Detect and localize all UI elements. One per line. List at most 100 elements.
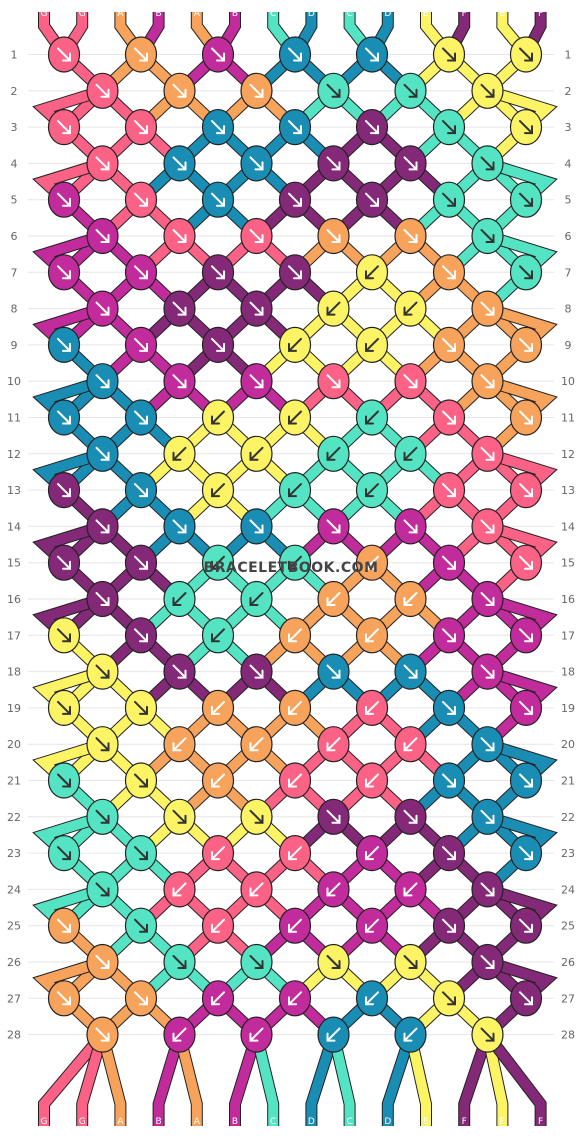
knot bbox=[47, 181, 81, 218]
knot bbox=[124, 326, 158, 363]
arrow-down-left-icon bbox=[172, 446, 187, 461]
arrow-down-right-icon bbox=[519, 47, 533, 62]
row-label-right: 28 bbox=[561, 1029, 575, 1042]
knot bbox=[86, 798, 119, 835]
bottom-stub bbox=[483, 1031, 546, 1126]
arrow-down-left-icon bbox=[211, 483, 225, 498]
arrow-down-right-icon bbox=[172, 156, 187, 171]
knot bbox=[317, 871, 350, 908]
knot bbox=[317, 726, 350, 763]
arrow-down-left-icon bbox=[288, 483, 302, 498]
bottom-string-label: F bbox=[462, 1117, 467, 1127]
arrow-down-right-icon bbox=[57, 192, 71, 207]
knot bbox=[163, 217, 196, 255]
knot bbox=[394, 145, 427, 182]
knot bbox=[278, 36, 312, 73]
knot bbox=[317, 798, 350, 835]
arrow-down-right-icon bbox=[95, 882, 110, 897]
knot bbox=[471, 290, 504, 327]
top-string-label: C bbox=[346, 9, 352, 19]
arrow-down-right-icon bbox=[134, 120, 148, 135]
bottom-string-label: D bbox=[308, 1117, 315, 1127]
arrow-down-left-icon bbox=[326, 592, 341, 606]
knot bbox=[240, 435, 273, 472]
row-label-left: 2 bbox=[11, 85, 18, 98]
knot bbox=[240, 653, 273, 690]
knot bbox=[201, 907, 235, 944]
arrow-down-left-icon bbox=[326, 882, 341, 897]
knot bbox=[471, 726, 504, 763]
arrow-down-right-icon bbox=[134, 773, 148, 788]
knot bbox=[124, 36, 158, 73]
knot bbox=[240, 726, 273, 763]
arrow-down-left-icon bbox=[249, 1027, 264, 1042]
knot bbox=[47, 36, 81, 73]
row-label-right: 9 bbox=[565, 339, 572, 352]
row-label-left: 14 bbox=[7, 520, 21, 533]
knot bbox=[86, 508, 119, 545]
arrow-down-right-icon bbox=[172, 664, 187, 679]
knot bbox=[124, 980, 158, 1017]
knot bbox=[86, 72, 119, 109]
arrow-down-right-icon bbox=[519, 628, 533, 643]
arrow-down-right-icon bbox=[480, 955, 495, 969]
knot bbox=[47, 689, 81, 727]
knot bbox=[471, 943, 504, 981]
knot bbox=[394, 1016, 427, 1053]
arrow-down-right-icon bbox=[519, 265, 533, 280]
arrow-down-right-icon bbox=[519, 846, 533, 861]
arrow-down-right-icon bbox=[326, 519, 341, 534]
knot bbox=[163, 145, 196, 182]
knot bbox=[355, 108, 389, 146]
arrow-down-right-icon bbox=[211, 120, 225, 135]
knot bbox=[432, 834, 466, 872]
knot bbox=[278, 544, 312, 581]
knot bbox=[124, 544, 158, 581]
top-string-label: E bbox=[500, 9, 506, 19]
arrow-down-right-icon bbox=[326, 83, 341, 98]
arrow-down-left-icon bbox=[288, 410, 302, 425]
knot bbox=[355, 980, 389, 1017]
arrow-down-right-icon bbox=[519, 918, 533, 933]
arrow-down-right-icon bbox=[442, 265, 456, 280]
knot bbox=[432, 399, 466, 436]
arrow-down-right-icon bbox=[95, 1027, 110, 1042]
knot bbox=[394, 217, 427, 255]
knot bbox=[278, 617, 312, 654]
knot bbox=[432, 108, 466, 146]
arrow-down-left-icon bbox=[365, 918, 379, 933]
knot bbox=[432, 907, 466, 944]
arrow-down-left-icon bbox=[403, 446, 418, 461]
knot bbox=[317, 290, 350, 327]
arrow-down-right-icon bbox=[57, 773, 71, 788]
arrow-down-left-icon bbox=[288, 700, 302, 715]
arrow-down-right-icon bbox=[211, 192, 225, 207]
knot bbox=[394, 871, 427, 908]
knot bbox=[509, 762, 543, 799]
row-label-left: 27 bbox=[7, 992, 21, 1005]
knot bbox=[240, 217, 273, 255]
arrow-down-right-icon bbox=[172, 301, 187, 316]
arrow-down-right-icon bbox=[57, 120, 71, 135]
arrow-down-right-icon bbox=[519, 337, 533, 352]
arrow-down-right-icon bbox=[519, 700, 533, 715]
arrow-down-right-icon bbox=[134, 628, 148, 643]
knot bbox=[394, 72, 427, 109]
bottom-stub bbox=[174, 1033, 202, 1126]
knot bbox=[471, 363, 504, 400]
knot bbox=[432, 36, 466, 73]
arrow-down-right-icon bbox=[134, 846, 148, 861]
bottom-stub bbox=[77, 1033, 108, 1126]
knot bbox=[201, 834, 235, 872]
knot bbox=[240, 145, 273, 182]
bottom-string-label: C bbox=[346, 1117, 352, 1127]
arrow-down-left-icon bbox=[365, 555, 379, 570]
knot bbox=[394, 653, 427, 690]
knot bbox=[124, 399, 158, 436]
knot bbox=[240, 72, 273, 109]
row-label-right: 11 bbox=[561, 412, 575, 425]
arrow-down-right-icon bbox=[57, 628, 71, 643]
top-string-label: D bbox=[308, 9, 315, 19]
